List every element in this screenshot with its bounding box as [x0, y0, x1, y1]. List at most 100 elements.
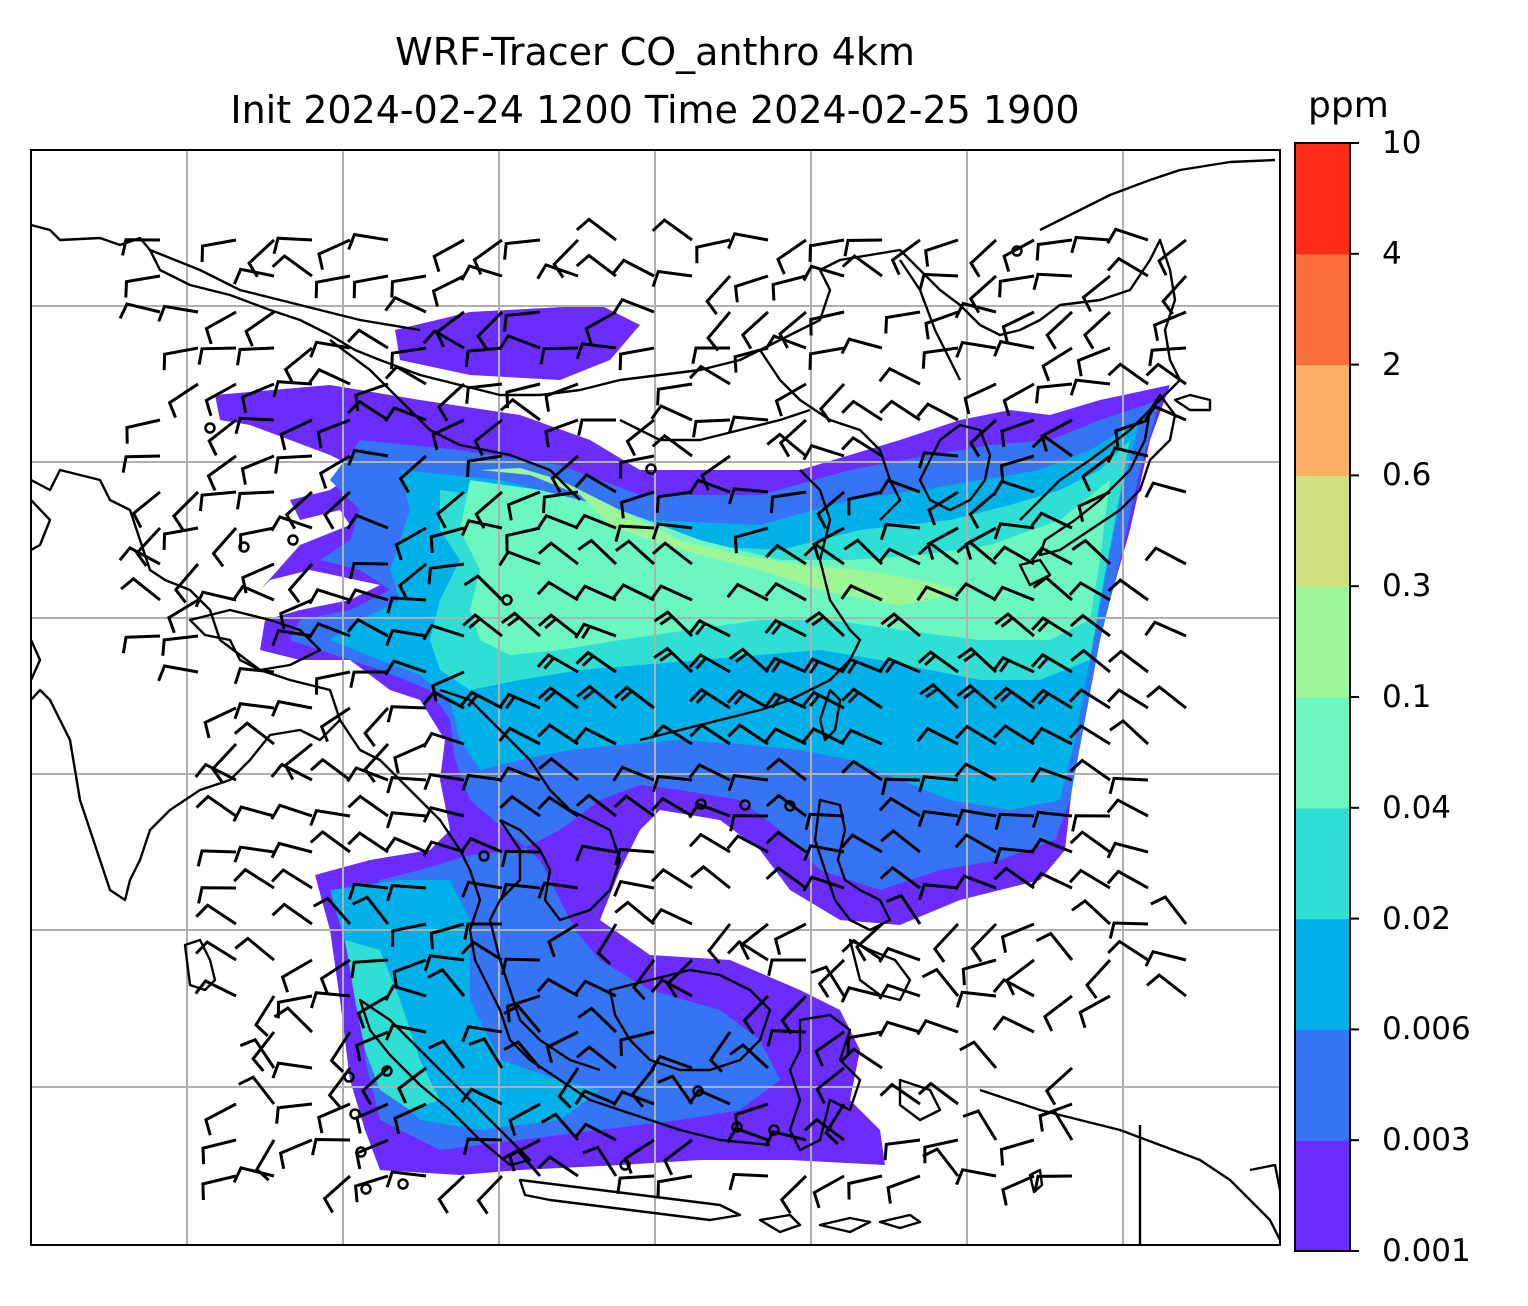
- wind-barb: [993, 686, 1035, 710]
- wind-barb: [1041, 346, 1073, 382]
- wind-barbs: [118, 217, 1188, 1215]
- wind-barb: [287, 563, 314, 604]
- wind-barb: [614, 539, 656, 566]
- wind-barb: [809, 310, 845, 336]
- wind-barb: [539, 346, 579, 365]
- wind-barb: [386, 705, 427, 723]
- calm-wind-circle: [731, 1121, 743, 1133]
- wind-barb: [688, 364, 731, 386]
- wind-barb: [322, 1174, 351, 1214]
- wind-barb: [309, 991, 351, 1009]
- wind-barb: [537, 795, 579, 818]
- wind-barb: [309, 809, 351, 827]
- wind-barb: [1032, 272, 1073, 291]
- wind-barb: [1106, 256, 1149, 278]
- calm-wind-circle: [287, 534, 299, 546]
- wind-barb: [363, 742, 390, 783]
- wind-barb: [254, 995, 276, 1037]
- wind-barb: [500, 611, 542, 638]
- wind-barb: [824, 1103, 846, 1145]
- wind-barb: [992, 1015, 1035, 1034]
- wind-barb: [688, 653, 731, 674]
- wind-barb: [688, 832, 731, 854]
- wind-barb: [650, 907, 693, 926]
- wind-barb: [437, 1174, 466, 1214]
- wind-barb: [505, 526, 541, 552]
- wind-barb: [1071, 538, 1112, 566]
- wind-barb: [317, 238, 351, 271]
- wind-barb: [767, 958, 806, 977]
- wind-barb: [890, 238, 921, 276]
- wind-barb: [384, 364, 427, 386]
- wind-barb: [240, 454, 275, 485]
- wind-barb: [577, 1006, 618, 1034]
- wind-barb: [954, 874, 997, 891]
- wind-barb: [917, 775, 959, 793]
- wind-barb: [308, 621, 351, 639]
- wind-barb: [394, 526, 427, 561]
- wind-barb: [705, 274, 732, 315]
- wind-barb: [1030, 511, 1073, 530]
- wind-barb: [463, 574, 504, 602]
- wind-barb: [729, 1043, 770, 1070]
- wind-barb: [232, 584, 275, 602]
- wind-barb: [422, 806, 465, 823]
- wind-barb: [473, 418, 503, 456]
- calm-wind-circle: [397, 1178, 409, 1190]
- wind-barb: [885, 893, 922, 925]
- wind-barb: [270, 515, 313, 532]
- wind-barb: [728, 415, 769, 433]
- wind-barb: [422, 690, 465, 710]
- wind-barb: [653, 610, 694, 638]
- wind-barb: [612, 297, 655, 315]
- wind-barb: [311, 1137, 351, 1156]
- wind-barb: [970, 922, 998, 963]
- wind-barb: [927, 490, 959, 526]
- calm-wind-circle: [1011, 245, 1023, 257]
- wind-barb: [994, 812, 1035, 831]
- wind-barb: [542, 490, 579, 514]
- wind-barb: [429, 526, 465, 553]
- calm-wind-circle: [619, 1159, 631, 1171]
- wind-barb: [466, 454, 503, 478]
- wind-barb: [272, 236, 313, 255]
- wind-barb: [880, 612, 921, 638]
- wind-barb: [498, 334, 541, 351]
- wind-barb: [1030, 871, 1073, 890]
- wind-barb: [773, 922, 807, 955]
- wind-barb: [1069, 687, 1111, 710]
- wind-barb: [692, 418, 731, 438]
- wind-barb: [1069, 724, 1111, 746]
- wind-barb: [1144, 404, 1187, 422]
- wind-barb: [917, 451, 959, 469]
- wind-barb: [727, 939, 769, 962]
- wind-barb: [353, 1174, 389, 1203]
- wind-barb: [878, 656, 921, 674]
- colorbar: [1294, 142, 1359, 1252]
- wind-barb: [575, 844, 617, 862]
- wind-barb: [500, 849, 541, 868]
- wind-barb: [505, 994, 541, 1023]
- wind-barb: [498, 550, 541, 567]
- wind-barb: [233, 845, 275, 863]
- wind-barb: [651, 433, 693, 458]
- wind-barb: [955, 1168, 997, 1186]
- map-frame: [30, 149, 1281, 1246]
- wind-barb: [500, 957, 541, 976]
- wind-barb: [577, 418, 616, 436]
- wind-barb: [384, 659, 427, 676]
- wind-barb: [346, 617, 389, 638]
- wind-barb: [841, 938, 883, 962]
- wind-barb: [204, 382, 237, 417]
- wind-barb: [765, 543, 807, 566]
- wind-barb: [574, 1089, 617, 1106]
- wind-barb: [239, 526, 275, 551]
- wind-barb: [841, 435, 883, 458]
- wind-barb: [841, 254, 883, 278]
- wind-barb: [195, 940, 237, 962]
- wind-barb: [625, 418, 655, 457]
- wind-barb: [575, 793, 617, 818]
- wind-barb: [502, 1148, 542, 1177]
- wind-barb: [764, 727, 807, 746]
- wind-barb: [653, 646, 694, 674]
